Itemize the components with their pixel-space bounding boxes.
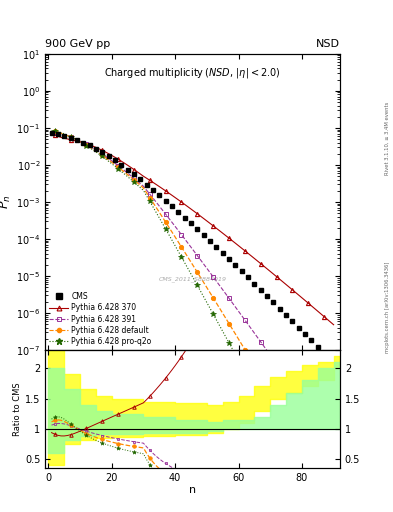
Text: Rivet 3.1.10, ≥ 3.4M events: Rivet 3.1.10, ≥ 3.4M events xyxy=(385,101,389,175)
Text: CMS_2011_S8884919: CMS_2011_S8884919 xyxy=(158,276,227,282)
Text: mcplots.cern.ch [arXiv:1306.3436]: mcplots.cern.ch [arXiv:1306.3436] xyxy=(385,262,389,353)
X-axis label: n: n xyxy=(189,485,196,495)
Y-axis label: Ratio to CMS: Ratio to CMS xyxy=(13,382,22,436)
Y-axis label: $P_n$: $P_n$ xyxy=(0,195,13,209)
Text: NSD: NSD xyxy=(316,38,340,49)
Text: Charged multiplicity$\,(NSD,\,|\eta|<2.0)$: Charged multiplicity$\,(NSD,\,|\eta|<2.0… xyxy=(104,66,281,79)
Text: 900 GeV pp: 900 GeV pp xyxy=(45,38,110,49)
Legend: CMS, Pythia 6.428 370, Pythia 6.428 391, Pythia 6.428 default, Pythia 6.428 pro-: CMS, Pythia 6.428 370, Pythia 6.428 391,… xyxy=(49,292,151,346)
